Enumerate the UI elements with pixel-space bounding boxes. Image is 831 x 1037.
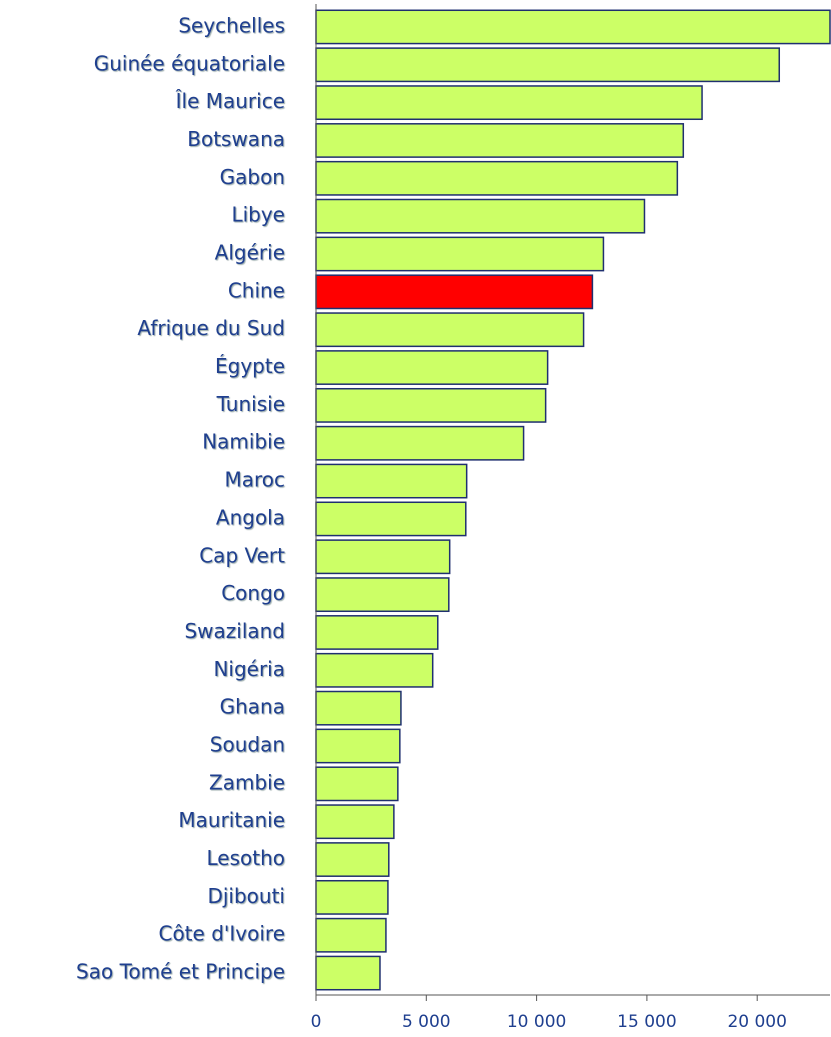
x-tick-label: 0 bbox=[311, 1012, 322, 1032]
y-tick-label: Zambie bbox=[209, 770, 285, 794]
x-tick-label: 5 000 bbox=[402, 1012, 451, 1032]
y-tick-label: Seychelles bbox=[178, 13, 285, 37]
y-tick-label: Nigéria bbox=[213, 657, 285, 681]
y-tick-label: Soudan bbox=[210, 733, 285, 757]
y-tick-label: Ghana bbox=[220, 695, 285, 719]
bar bbox=[315, 47, 781, 83]
bar bbox=[315, 728, 401, 764]
bar bbox=[315, 615, 439, 650]
bar bbox=[315, 387, 547, 423]
y-tick-label: Swaziland bbox=[184, 619, 285, 643]
y-tick-label: Guinée équatoriale bbox=[94, 51, 285, 75]
bar bbox=[315, 917, 387, 953]
bar bbox=[315, 274, 594, 310]
bar bbox=[315, 85, 703, 121]
y-tick-label: Afrique du Sud bbox=[137, 316, 285, 340]
y-tick-label: Maroc bbox=[224, 468, 285, 492]
bar bbox=[315, 236, 605, 272]
y-tick-label: Congo bbox=[221, 581, 285, 605]
y-tick-label: Sao Tomé et Principe bbox=[76, 960, 285, 984]
bar bbox=[315, 425, 525, 461]
y-tick-label: Angola bbox=[216, 505, 285, 529]
bar bbox=[315, 879, 389, 915]
bar bbox=[315, 501, 467, 537]
y-tick-label: Namibie bbox=[202, 430, 285, 454]
y-tick-label: Côte d'Ivoire bbox=[158, 922, 285, 946]
x-tick-label: 15 000 bbox=[617, 1012, 676, 1032]
y-tick-label: Cap Vert bbox=[199, 543, 285, 567]
y-tick-label: Libye bbox=[231, 203, 285, 227]
bar bbox=[315, 312, 585, 348]
x-tick-label: 20 000 bbox=[727, 1012, 786, 1032]
y-tick-label: Chine bbox=[228, 278, 285, 302]
y-tick-label: Égypte bbox=[215, 354, 285, 378]
y-tick-label: Algérie bbox=[215, 241, 285, 265]
y-tick-label: Botswana bbox=[187, 127, 285, 151]
bar bbox=[315, 350, 549, 385]
bar bbox=[315, 9, 831, 45]
bar bbox=[315, 690, 402, 726]
bar bbox=[315, 539, 451, 575]
bar bbox=[315, 766, 399, 802]
y-tick-label: Djibouti bbox=[207, 884, 285, 908]
y-tick-label: Lesotho bbox=[206, 846, 285, 870]
bar bbox=[315, 955, 381, 991]
bar bbox=[315, 842, 390, 877]
bar bbox=[315, 577, 450, 613]
bar bbox=[315, 463, 468, 499]
bar bbox=[315, 198, 646, 234]
bar bbox=[315, 652, 434, 688]
y-tick-label: Mauritanie bbox=[178, 808, 285, 832]
y-tick-label: Tunisie bbox=[216, 392, 285, 416]
y-tick-label: Île Maurice bbox=[175, 89, 285, 113]
bar bbox=[315, 160, 679, 196]
bar bbox=[315, 123, 685, 158]
y-tick-label: Gabon bbox=[220, 165, 285, 189]
bar bbox=[315, 804, 395, 840]
x-tick-label: 10 000 bbox=[507, 1012, 566, 1032]
